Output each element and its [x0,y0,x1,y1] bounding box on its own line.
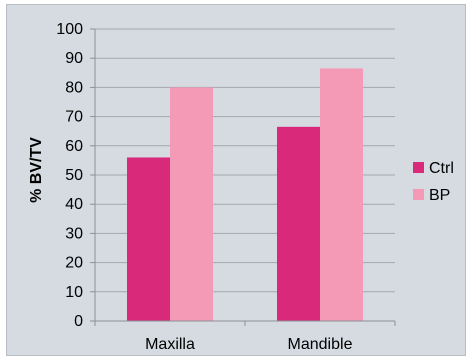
legend-label-ctrl: Ctrl [429,160,454,177]
y-tick-label: 10 [65,284,83,301]
bar-bp-mandible [320,68,363,321]
legend: Ctrl BP [413,160,454,204]
x-category-label: Maxilla [145,336,195,353]
y-tick-label: 100 [56,21,83,38]
y-tick-label: 40 [65,196,83,213]
legend-swatch-bp [413,189,424,200]
bar-ctrl-maxilla [127,157,170,321]
bars [127,68,363,322]
labels: 0 10 20 30 40 50 60 70 80 90 100 Maxilla Mandible [56,21,352,353]
y-tick-label: 90 [65,50,83,67]
legend-swatch-ctrl [413,162,424,173]
y-axis-title: % BV/TV [28,137,45,203]
y-tick-label: 50 [65,167,83,184]
bar-bp-maxilla [170,87,213,322]
legend-label-bp: BP [429,187,450,204]
y-tick-label: 60 [65,138,83,155]
bar-chart: 0 10 20 30 40 50 60 70 80 90 100 Maxilla Mandible % … [28,21,454,353]
y-tick-label: 80 [65,79,83,96]
y-tick-label: 0 [74,313,83,330]
axes [90,28,396,326]
y-tick-label: 30 [65,225,83,242]
bar-ctrl-mandible [277,126,320,321]
y-tick-label: 20 [65,255,83,272]
chart-frame: 0 10 20 30 40 50 60 70 80 90 100 Maxilla Mandible % … [6,4,466,356]
x-category-label: Mandible [288,336,353,353]
y-tick-label: 70 [65,109,83,126]
